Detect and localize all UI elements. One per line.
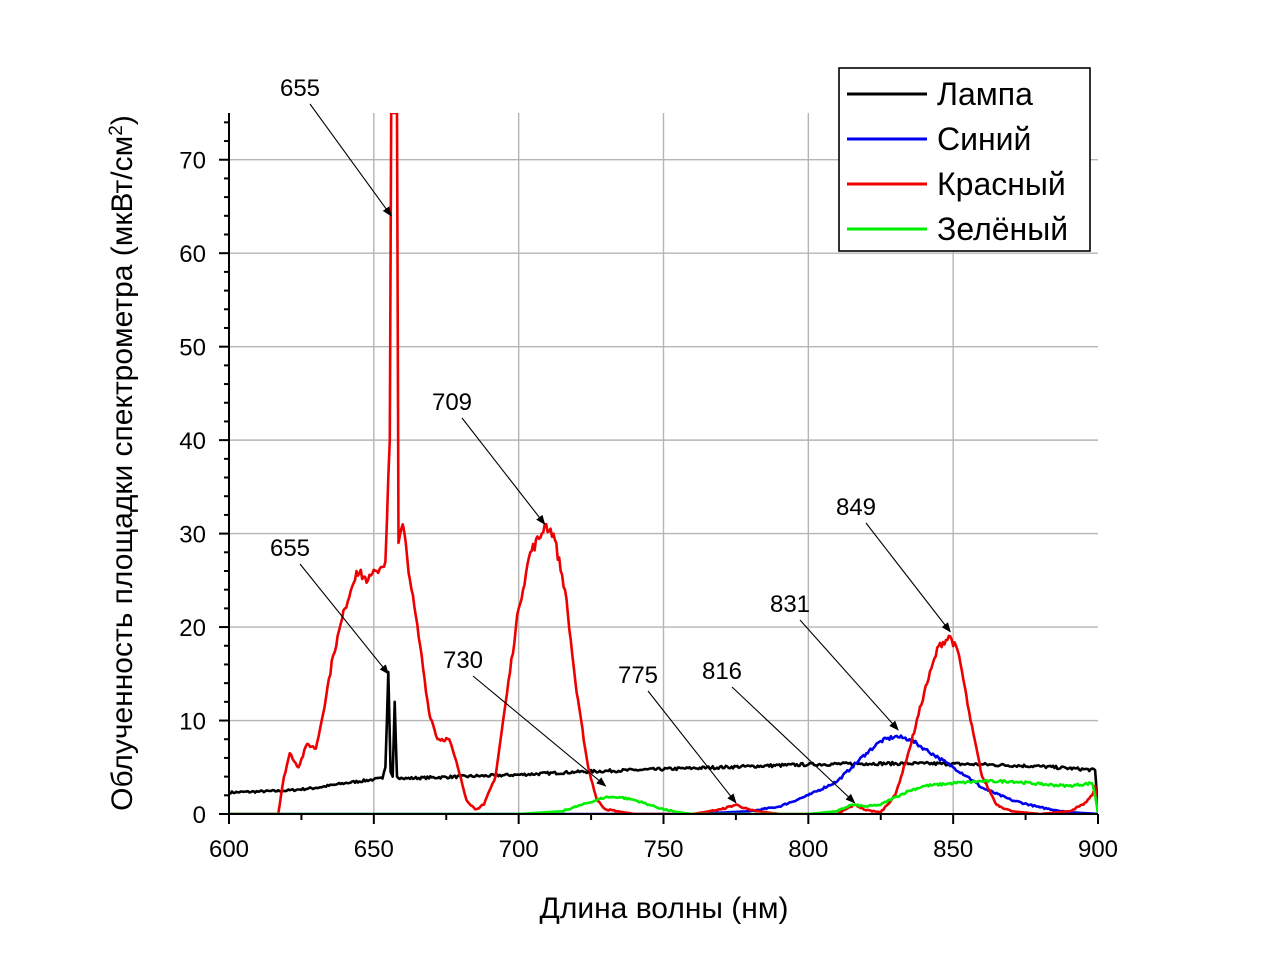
y-tick-label: 70 bbox=[179, 148, 206, 175]
annotation-label: 730 bbox=[443, 647, 483, 674]
legend-box bbox=[838, 67, 1091, 252]
annotation-arrow bbox=[865, 522, 951, 633]
legend: Лампа Синий Красный Зелёный bbox=[838, 67, 1091, 252]
y-tick-label: 50 bbox=[179, 335, 206, 362]
legend-label: Синий bbox=[937, 121, 1031, 157]
annotation-label: 849 bbox=[836, 494, 876, 521]
y-tick-label: 60 bbox=[179, 241, 206, 268]
annotation-label: 831 bbox=[770, 591, 810, 618]
legend-label: Зелёный bbox=[937, 211, 1068, 247]
y-tick-label: 0 bbox=[193, 802, 206, 829]
annotation-arrow bbox=[461, 417, 546, 526]
legend-label: Красный bbox=[937, 166, 1066, 202]
y-axis-title-end: ) bbox=[106, 115, 139, 125]
x-axis-title: Длина волны (нм) bbox=[540, 892, 789, 925]
annotation-label: 775 bbox=[618, 662, 658, 689]
series-line-1 bbox=[229, 734, 1098, 814]
annotation-arrow bbox=[299, 563, 389, 675]
annotation-arrow bbox=[309, 103, 392, 217]
annotation-arrow bbox=[799, 619, 899, 731]
y-tick-label: 30 bbox=[179, 522, 206, 549]
annotation-arrow bbox=[647, 690, 737, 804]
x-tick-label: 650 bbox=[354, 836, 394, 863]
x-tick-label: 850 bbox=[933, 836, 973, 863]
annotation-arrow bbox=[472, 675, 607, 787]
tick-labels: 600 650 700 750 800 850 900 0 10 20 30 40 50 60 70 bbox=[179, 121, 1118, 863]
annotation-label: 655 bbox=[270, 535, 310, 562]
x-tick-label: 750 bbox=[643, 836, 683, 863]
annotations: 655 655 709 730 775 816 831 849 bbox=[270, 75, 951, 804]
annotation-label: 655 bbox=[280, 75, 320, 102]
legend-label: Лампа bbox=[937, 76, 1033, 112]
y-tick-label: 20 bbox=[179, 615, 206, 642]
x-tick-label: 800 bbox=[788, 836, 828, 863]
y-tick-label: 10 bbox=[179, 709, 206, 736]
annotation-label: 709 bbox=[432, 389, 472, 416]
series-line-2 bbox=[229, 113, 1098, 814]
y-tick-label: 40 bbox=[179, 428, 206, 455]
annotation-arrow bbox=[731, 686, 856, 804]
y-axis-title-main: Облученность площадки спектрометра (мкВт… bbox=[106, 136, 139, 811]
x-tick-label: 600 bbox=[209, 836, 249, 863]
y-axis-title-sup: 2 bbox=[106, 125, 127, 136]
annotation-label: 816 bbox=[702, 658, 742, 685]
grid bbox=[229, 113, 1098, 814]
series-line-3 bbox=[229, 778, 1098, 814]
series-lines bbox=[229, 113, 1098, 814]
x-tick-label: 700 bbox=[499, 836, 539, 863]
y-axis-title: Облученность площадки спектрометра (мкВт… bbox=[106, 115, 140, 811]
x-tick-label: 900 bbox=[1078, 836, 1118, 863]
series-line-0 bbox=[229, 670, 1098, 814]
